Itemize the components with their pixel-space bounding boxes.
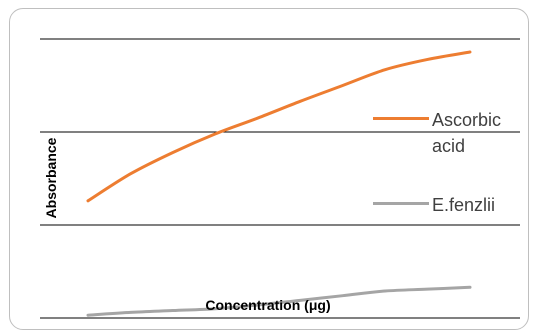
legend-label-e-fenzlii: E.fenzlii	[432, 195, 496, 215]
legend-swatch-e-fenzlii	[373, 202, 429, 205]
chart-frame	[9, 8, 529, 330]
x-axis-label: Concentration (μg)	[205, 297, 331, 313]
legend-label-ascorbic-acid: Ascorbic acid	[432, 110, 502, 156]
legend-item-e-fenzlii: E.fenzlii	[373, 192, 532, 218]
legend-item-ascorbic-acid: Ascorbic acid	[373, 107, 532, 159]
series-line-e-fenzlii	[86, 285, 472, 317]
y-axis-label: Absorbance	[43, 137, 59, 219]
legend-swatch-ascorbic-acid	[373, 117, 429, 120]
series-line-ascorbic-acid	[86, 50, 472, 203]
